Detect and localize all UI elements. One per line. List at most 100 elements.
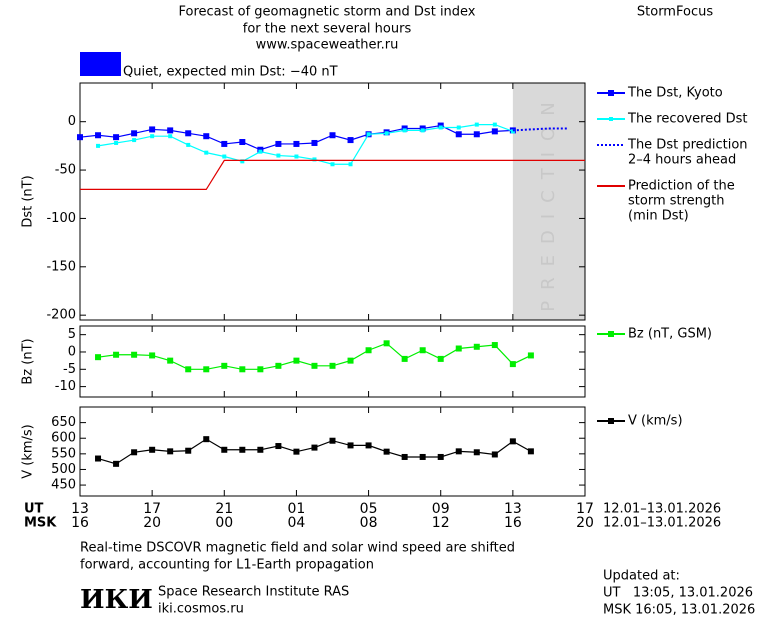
y-tick-label: 0: [68, 344, 76, 359]
msk-dates: 12.01–13.01.2026: [603, 516, 721, 531]
x-tick-label-msk: 00: [215, 515, 233, 531]
x-tick-label-msk: 08: [360, 515, 378, 531]
x-tick-label: 01: [288, 501, 306, 517]
marker: [509, 361, 516, 368]
marker: [221, 362, 228, 369]
legend-label: The Dst prediction: [627, 138, 748, 153]
marker: [149, 446, 156, 453]
marker: [312, 157, 317, 162]
x-tick-label: 09: [432, 501, 450, 517]
y-tick-label: -150: [46, 259, 76, 274]
marker: [222, 154, 227, 159]
marker: [329, 132, 336, 139]
marker: [311, 139, 318, 146]
marker: [492, 122, 497, 127]
marker: [474, 122, 479, 127]
status-label: Quiet, expected min Dst: −40 nT: [123, 65, 338, 80]
marker: [509, 438, 516, 445]
y-tick-label: 5: [68, 327, 76, 342]
marker: [221, 446, 228, 453]
y-tick-label: -50: [55, 163, 76, 178]
marker: [455, 345, 462, 352]
marker: [311, 362, 318, 369]
marker: [347, 137, 354, 144]
updated: Updated at:: [603, 569, 680, 584]
plot-frame: [79, 325, 586, 398]
marker: [419, 347, 426, 354]
marker: [149, 126, 156, 133]
updated: MSK 16:05, 13.01.2026: [603, 603, 755, 618]
msk-label: MSK: [24, 516, 57, 531]
marker: [438, 125, 443, 130]
marker: [294, 154, 299, 159]
legend-label: storm strength: [628, 194, 725, 209]
title-line: www.spaceweather.ru: [256, 38, 399, 53]
y-axis-label: V (km/s): [21, 424, 36, 479]
marker: [366, 132, 371, 137]
x-tick-label-msk: 16: [71, 515, 89, 531]
marker: [131, 449, 138, 456]
marker: [473, 343, 480, 350]
y-tick-label: -200: [46, 308, 76, 323]
x-tick-label-msk: 16: [504, 515, 522, 531]
x-tick-label-msk: 20: [143, 515, 161, 531]
x-tick-label-msk: 04: [288, 515, 306, 531]
marker: [473, 131, 480, 138]
marker: [258, 149, 263, 154]
marker: [185, 130, 192, 137]
marker: [95, 354, 102, 361]
legend-marker: [608, 331, 614, 337]
marker: [149, 352, 156, 359]
y-tick-label: 550: [51, 446, 76, 461]
marker: [311, 444, 318, 451]
legend-marker: [608, 90, 614, 96]
series-line: [80, 159, 585, 191]
prediction-region: [512, 83, 585, 320]
legend-label: 2–4 hours ahead: [628, 153, 736, 168]
marker: [384, 131, 389, 136]
marker: [275, 140, 282, 147]
marker: [204, 150, 209, 155]
marker: [491, 128, 498, 135]
marker: [365, 347, 372, 354]
title-line: Forecast of geomagnetic storm and Dst in…: [178, 5, 475, 20]
updated: UT 13:05, 13.01.2026: [603, 586, 753, 601]
x-tick-label: 13: [71, 501, 89, 517]
series-line: [512, 127, 567, 132]
marker: [455, 131, 462, 138]
marker: [491, 342, 498, 349]
y-tick-label: -5: [63, 362, 76, 377]
marker: [347, 442, 354, 449]
marker: [203, 133, 210, 140]
marker: [131, 130, 138, 137]
marker: [293, 357, 300, 364]
x-tick-label: 17: [576, 501, 594, 517]
marker: [239, 139, 246, 146]
legend-label: Prediction of the: [628, 179, 735, 194]
x-tick-label: 13: [504, 501, 522, 517]
marker: [95, 455, 102, 462]
legend-marker: [609, 117, 613, 121]
marker: [185, 366, 192, 373]
marker: [203, 436, 210, 443]
marker: [401, 355, 408, 362]
x-tick-label: 05: [360, 501, 378, 517]
y-tick-label: 0: [68, 114, 76, 129]
marker: [257, 446, 264, 453]
marker: [402, 128, 407, 133]
y-axis-label: Bz (nT): [21, 338, 36, 384]
marker: [473, 449, 480, 456]
plot-frame: [79, 406, 586, 497]
marker: [491, 451, 498, 458]
series-line: [97, 123, 514, 165]
y-tick-label: 650: [51, 415, 76, 430]
marker: [437, 453, 444, 460]
status-indicator: [80, 52, 121, 76]
y-tick-label: 500: [51, 462, 76, 477]
marker: [383, 448, 390, 455]
marker: [239, 366, 246, 373]
marker: [419, 453, 426, 460]
marker: [239, 446, 246, 453]
x-tick-label-msk: 12: [432, 515, 450, 531]
